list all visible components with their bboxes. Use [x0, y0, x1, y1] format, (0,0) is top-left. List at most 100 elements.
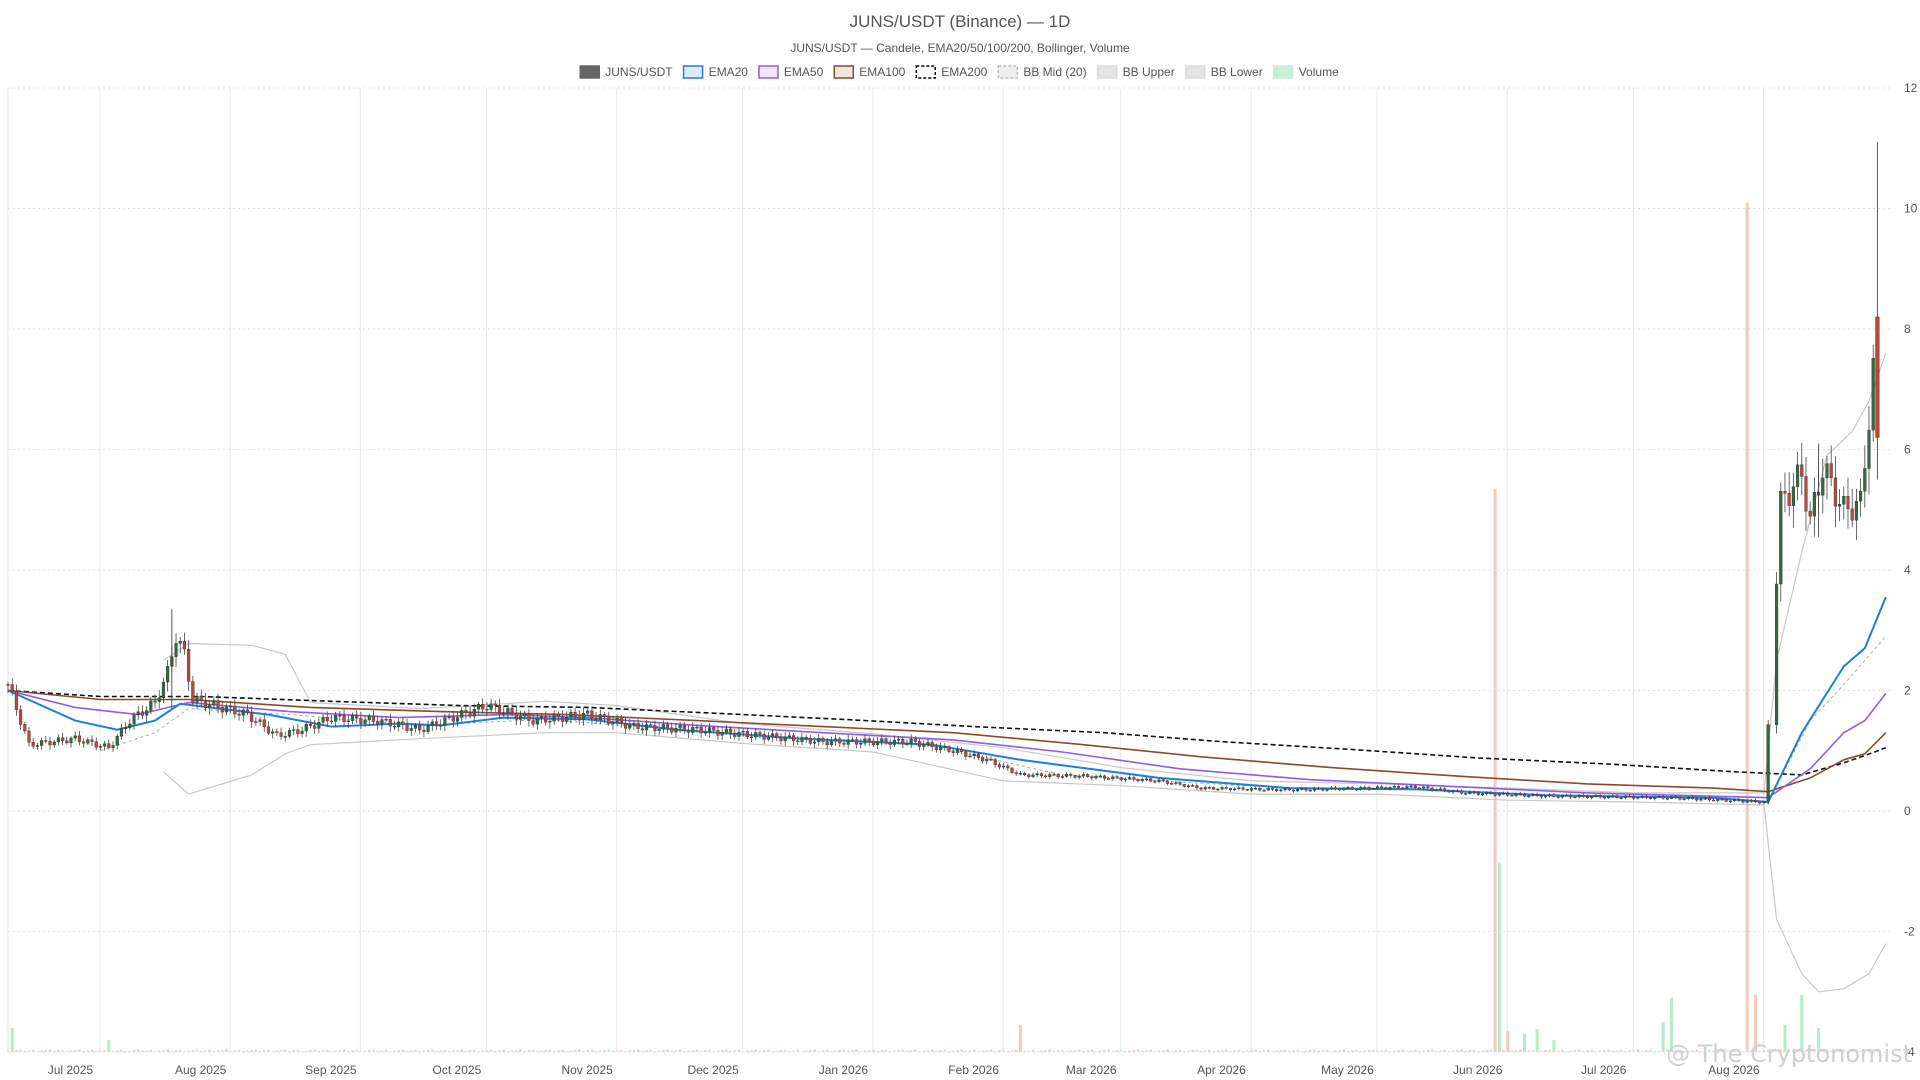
- candle-body: [1136, 779, 1140, 782]
- volume-bar: [703, 1050, 707, 1052]
- volume-bar: [1245, 1050, 1249, 1052]
- candle-body: [829, 740, 833, 746]
- volume-bar: [1686, 1050, 1690, 1052]
- candle-body: [1825, 463, 1829, 479]
- volume-bar: [1304, 1050, 1308, 1052]
- candle-body: [640, 728, 644, 731]
- volume-bar: [1077, 1049, 1081, 1052]
- volume-bar: [956, 1049, 959, 1052]
- candle-body: [1065, 774, 1069, 777]
- volume-bar: [1590, 1049, 1594, 1052]
- volume-bar: [552, 1050, 556, 1052]
- candle-body: [1552, 794, 1556, 797]
- volume-bar: [909, 1050, 913, 1052]
- volume-bar: [1002, 1049, 1005, 1052]
- volume-bar: [1203, 1050, 1207, 1052]
- candle-body: [1426, 786, 1430, 789]
- legend: JUNS/USDT EMA20 EMA50 EMA100 EMA200 BB Mid (2…: [579, 65, 1339, 79]
- candle-body: [359, 717, 363, 724]
- volume-bar: [1254, 1049, 1258, 1052]
- volume-bar: [1279, 1049, 1283, 1052]
- candle-body: [1094, 775, 1098, 779]
- candle-body: [686, 730, 691, 733]
- candle-body: [918, 741, 922, 747]
- candle-body: [888, 742, 892, 745]
- volume-bar: [687, 1050, 690, 1052]
- candle-body: [443, 717, 447, 726]
- legend-label: EMA50: [784, 65, 824, 79]
- volume-bar: [556, 1050, 560, 1052]
- volume-bar: [880, 1050, 884, 1052]
- candle-body: [1384, 787, 1388, 790]
- candle-body: [510, 708, 514, 714]
- volume-bar: [73, 1049, 77, 1052]
- volume-bar: [489, 1049, 493, 1052]
- legend-item-1: EMA20: [682, 65, 748, 79]
- volume-bar: [691, 1049, 695, 1052]
- volume-bar: [1157, 1050, 1161, 1052]
- candle-body: [1468, 791, 1472, 794]
- candle-body: [1165, 780, 1170, 784]
- candle-body: [1338, 788, 1342, 791]
- volume-bar: [1313, 1049, 1316, 1052]
- volume-bar: [1674, 1050, 1678, 1052]
- candle-body: [850, 739, 854, 741]
- x-tick-label: Sep 2025: [305, 1063, 357, 1077]
- candle-body: [552, 714, 556, 722]
- candle-body: [145, 710, 149, 716]
- candle-body: [1548, 794, 1552, 797]
- volume-bar: [1334, 1050, 1337, 1052]
- x-tick-label: Aug 2026: [1708, 1063, 1760, 1077]
- candle-body: [1678, 797, 1682, 800]
- volume-bar: [712, 1051, 716, 1052]
- candle-body: [1812, 491, 1816, 517]
- candle-body: [1875, 316, 1880, 438]
- volume-bar: [1401, 1049, 1405, 1052]
- x-tick-label: Mar 2026: [1066, 1063, 1117, 1077]
- candle-body: [855, 739, 859, 745]
- volume-bar: [918, 1051, 921, 1052]
- candle-body: [1829, 463, 1833, 478]
- candle-body: [157, 697, 161, 702]
- candle-body: [1195, 785, 1199, 789]
- candle-body: [1867, 429, 1871, 469]
- volume-bar: [1132, 1049, 1136, 1052]
- volume-bar: [682, 1051, 686, 1052]
- candle-body: [1010, 767, 1014, 773]
- legend-label: BB Mid (20): [1023, 65, 1086, 79]
- candle-body: [880, 738, 884, 742]
- candle-body: [1237, 787, 1241, 789]
- candle-body: [1396, 786, 1401, 788]
- candle-body: [758, 732, 762, 735]
- volume-bar: [90, 1049, 94, 1052]
- candle-body: [1451, 790, 1455, 793]
- volume-bar: [65, 1051, 69, 1052]
- volume-bar: [1699, 1050, 1703, 1052]
- candle-body: [350, 714, 355, 722]
- volume-bar: [809, 1049, 812, 1052]
- candle-body: [338, 714, 342, 717]
- volume-bar: [535, 1051, 539, 1052]
- candle-body: [245, 709, 250, 713]
- volume-bar: [1443, 1049, 1447, 1052]
- candle-body: [216, 700, 220, 708]
- candle-body: [985, 758, 989, 762]
- volume-bar: [493, 1050, 497, 1052]
- candle-body: [1783, 491, 1787, 494]
- candle-body: [535, 717, 539, 725]
- candle-body: [1636, 797, 1640, 799]
- candle-body: [1489, 792, 1493, 795]
- candle-body: [283, 736, 287, 738]
- x-tick-label: Jul 2025: [48, 1063, 94, 1077]
- volume-bar: [372, 1049, 375, 1052]
- candle-body: [1632, 796, 1636, 799]
- volume-bar: [1367, 1049, 1371, 1052]
- volume-bar: [1107, 1049, 1110, 1052]
- volume-bar: [1035, 1051, 1039, 1052]
- volume-bar: [120, 1049, 123, 1052]
- candle-body: [1842, 496, 1846, 505]
- candle-body: [1069, 774, 1073, 776]
- candle-body: [842, 742, 846, 745]
- candle-body: [792, 735, 796, 741]
- volume-bar: [1825, 1049, 1829, 1052]
